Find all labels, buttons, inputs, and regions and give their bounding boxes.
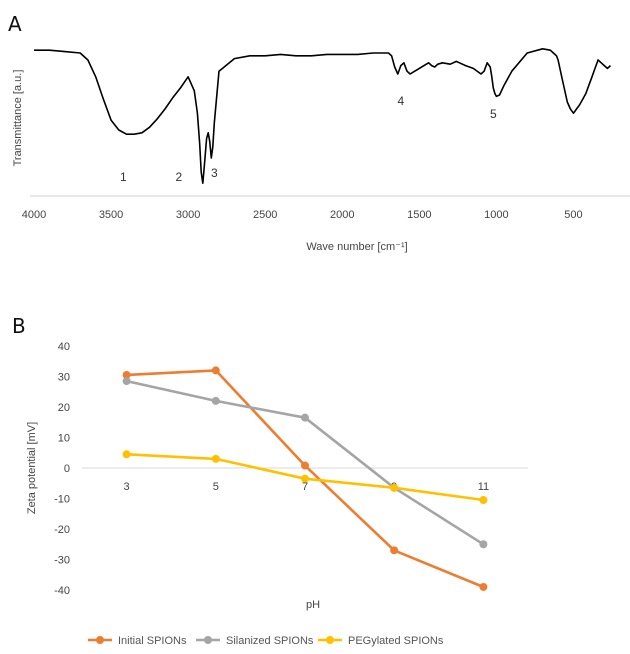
legend-label: Silanized SPIONs bbox=[226, 635, 314, 647]
zeta-y-tick-label: 0 bbox=[64, 463, 70, 475]
zeta-y-tick-label: 10 bbox=[58, 433, 70, 445]
legend-swatch-marker bbox=[204, 636, 212, 644]
zeta-y-tick-label: 40 bbox=[58, 341, 70, 353]
ftir-x-tick-label: 500 bbox=[564, 209, 582, 221]
legend-label: PEGylated SPIONs bbox=[348, 635, 444, 647]
ftir-x-ticks: 4000 3500 3000 2500 2000 1500 1000 500 bbox=[22, 209, 583, 221]
legend-item: PEGylated SPIONs bbox=[318, 635, 444, 647]
zeta-data-point bbox=[301, 462, 309, 470]
ftir-peak-labels: 1 2 3 4 5 bbox=[120, 94, 497, 184]
legend-item: Initial SPIONs bbox=[88, 635, 187, 647]
zeta-y-tick-label: 30 bbox=[58, 372, 70, 384]
legend-swatch-marker bbox=[96, 636, 104, 644]
panel-a-label: A bbox=[8, 12, 22, 36]
ftir-x-tick-label: 1000 bbox=[484, 209, 508, 221]
ftir-spectrum-line bbox=[34, 49, 611, 183]
ftir-x-tick-label: 4000 bbox=[22, 209, 46, 221]
zeta-y-tick-label: -20 bbox=[54, 524, 70, 536]
zeta-data-point bbox=[212, 455, 220, 463]
ftir-peak-label: 2 bbox=[176, 170, 183, 184]
zeta-data-point bbox=[123, 377, 131, 385]
ftir-peak-label: 5 bbox=[490, 107, 497, 121]
zeta-y-tick-label: 20 bbox=[58, 402, 70, 414]
zeta-series-group bbox=[123, 366, 488, 591]
zeta-x-axis-title: pH bbox=[306, 599, 320, 611]
zeta-data-point bbox=[479, 540, 487, 548]
zeta-x-tick-label: 11 bbox=[478, 481, 489, 493]
ftir-x-tick-label: 2000 bbox=[330, 209, 354, 221]
zeta-data-point bbox=[479, 496, 487, 504]
zeta-x-tick-label: 7 bbox=[302, 481, 308, 493]
zeta-x-tick-label: 5 bbox=[213, 481, 219, 493]
zeta-legend: Initial SPIONs Silanized SPIONs PEGylated … bbox=[88, 635, 444, 647]
zeta-y-tick-label: -30 bbox=[54, 555, 70, 567]
zeta-data-point bbox=[301, 475, 309, 483]
zeta-data-point bbox=[123, 450, 131, 458]
zeta-data-point bbox=[390, 546, 398, 554]
ftir-x-tick-label: 2500 bbox=[253, 209, 277, 221]
panel-b-label: B bbox=[12, 314, 26, 338]
zeta-data-point bbox=[212, 397, 220, 405]
legend-item: Silanized SPIONs bbox=[196, 635, 314, 647]
ftir-peak-label: 3 bbox=[211, 166, 218, 180]
ftir-x-axis-title: Wave number [cm⁻¹] bbox=[306, 241, 407, 253]
zeta-data-point bbox=[301, 414, 309, 422]
legend-label: Initial SPIONs bbox=[118, 635, 187, 647]
ftir-y-axis-title: Transmittance [a.u.] bbox=[12, 70, 24, 167]
ftir-x-tick-label: 3500 bbox=[99, 209, 123, 221]
zeta-data-point bbox=[212, 366, 220, 374]
zeta-data-point bbox=[390, 484, 398, 492]
zeta-y-tick-label: -40 bbox=[54, 585, 70, 597]
zeta-x-ticks: 357911 bbox=[124, 481, 490, 493]
zeta-data-point bbox=[479, 583, 487, 591]
zeta-x-tick-label: 3 bbox=[124, 481, 130, 493]
zeta-y-tick-label: -10 bbox=[54, 494, 70, 506]
zeta-y-axis-title: Zeta potential [mV] bbox=[26, 422, 38, 514]
ftir-x-tick-label: 1500 bbox=[407, 209, 431, 221]
ftir-x-tick-label: 3000 bbox=[176, 209, 200, 221]
zeta-y-ticks: 40 30 20 10 0 -10 -20 -30 -40 bbox=[54, 341, 70, 597]
ftir-peak-label: 1 bbox=[120, 170, 127, 184]
ftir-peak-label: 4 bbox=[397, 94, 404, 108]
ftir-spectrum-panel: 4000 3500 3000 2500 2000 1500 1000 500 1 2 3 4 5 Tr… bbox=[12, 49, 630, 253]
legend-swatch-marker bbox=[326, 636, 334, 644]
